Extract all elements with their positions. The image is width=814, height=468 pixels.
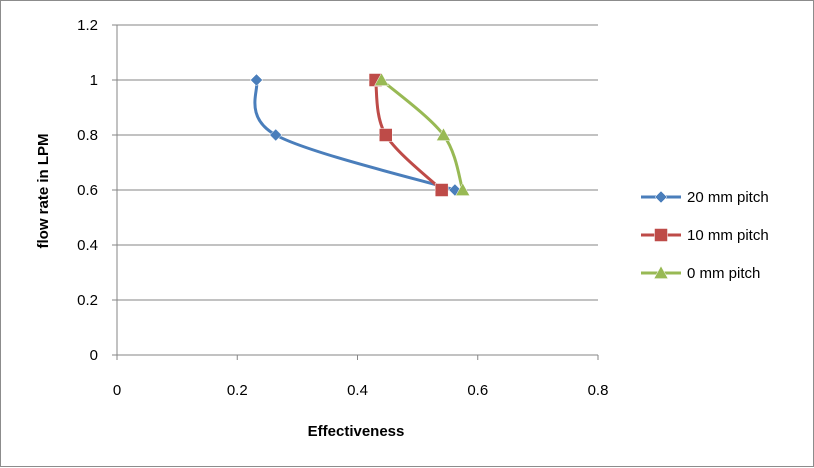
data-point-20-mm-pitch-0 xyxy=(250,73,263,87)
y-tick-label: 0.8 xyxy=(77,127,98,144)
series-line-20-mm-pitch xyxy=(253,78,457,192)
y-tick-label: 1 xyxy=(90,72,98,89)
legend-label-0-mm-pitch: 0 mm pitch xyxy=(687,265,760,282)
data-point-10-mm-pitch-1 xyxy=(379,128,393,142)
x-tick-label: 0.6 xyxy=(467,382,488,399)
axis-layer: 0 0.2 0.4 0.6 0.8 1 1.2 0 0.2 0.4 0.6 0.8 xyxy=(77,17,608,399)
x-axis-title: Effectiveness xyxy=(308,423,405,440)
data-point-10-mm-pitch-2 xyxy=(434,183,449,197)
y-tick-label: 0.2 xyxy=(77,292,98,309)
x-tick-label: 0.2 xyxy=(227,382,248,399)
y-tick-label: 0 xyxy=(90,347,98,364)
legend-marker-0-mm-pitch xyxy=(653,265,669,279)
data-point-0-mm-pitch-0 xyxy=(374,72,389,86)
grid-layer xyxy=(117,24,598,301)
legend-label-20-mm-pitch: 20 mm pitch xyxy=(687,189,769,206)
data-point-20-mm-pitch-1 xyxy=(269,128,283,142)
legend-label-10-mm-pitch: 10 mm pitch xyxy=(687,227,769,244)
series-layer xyxy=(250,72,471,197)
x-tick-label: 0.8 xyxy=(588,382,609,399)
y-tick-label: 1.2 xyxy=(77,17,98,34)
legend: 20 mm pitch 10 mm pitch 0 mm pitch xyxy=(641,189,769,282)
data-point-0-mm-pitch-2 xyxy=(455,182,471,196)
y-tick-label: 0.4 xyxy=(77,237,98,254)
legend-marker-10-mm-pitch xyxy=(654,228,668,242)
data-point-0-mm-pitch-1 xyxy=(436,127,451,141)
x-tick-label: 0.4 xyxy=(347,382,368,399)
legend-marker-20-mm-pitch xyxy=(654,190,668,204)
y-tick-label: 0.6 xyxy=(77,182,98,199)
y-axis-title: flow rate in LPM xyxy=(35,133,52,248)
x-tick-label: 0 xyxy=(113,382,121,399)
